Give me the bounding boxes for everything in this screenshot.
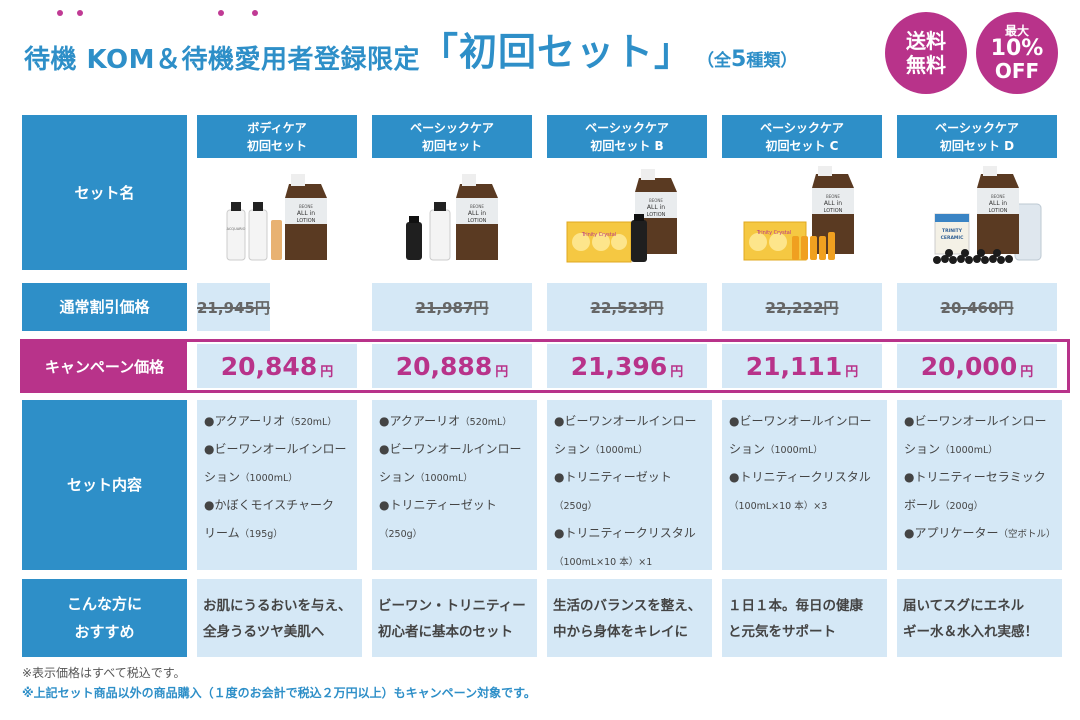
emphasis-dot bbox=[218, 10, 224, 16]
product-photo: BEONE ALL in LOTION Trinity Crystal bbox=[722, 164, 882, 270]
product-photo: BEONE ALL in LOTION ACQUARIO bbox=[197, 164, 357, 270]
emphasis-dot bbox=[77, 10, 83, 16]
product-label: ALL in bbox=[824, 200, 842, 207]
regular-price-cell: 21,987円 bbox=[372, 283, 532, 331]
regular-price-cell: 20,460円 bbox=[897, 283, 1057, 331]
recommend-cell: ビーワン・トリニティー 初心者に基本のセット bbox=[372, 579, 537, 657]
title-lead: 待機 KOM＆待機愛用者登録限定 bbox=[24, 45, 421, 75]
row-label-set-name: セット名 bbox=[22, 115, 187, 270]
product-label: BEONE bbox=[826, 194, 840, 199]
regular-price-cell: 21,945円 bbox=[197, 283, 270, 331]
tax-note: ※表示価格はすべて税込です。 bbox=[22, 666, 186, 680]
campaign-price-cell: 21,111 円 bbox=[722, 344, 882, 388]
product-label: ALL in bbox=[297, 210, 315, 217]
product-photo: BEONE ALL in LOTION Trinity Crystal bbox=[547, 164, 707, 270]
set-name-header: ベーシックケア 初回セット B bbox=[547, 115, 707, 158]
title-main: 「初回セット」 bbox=[420, 30, 694, 74]
set-name-header: ベーシックケア 初回セット D bbox=[897, 115, 1057, 158]
product-label: ALL in bbox=[647, 204, 665, 211]
row-label-recommend: こんな方に おすすめ bbox=[22, 579, 187, 657]
emphasis-dot bbox=[57, 10, 63, 16]
set-name-header: ベーシックケア 初回セット C bbox=[722, 115, 882, 158]
product-label: LOTION bbox=[824, 208, 843, 214]
product-label: LOTION bbox=[468, 218, 487, 224]
product-label: LOTION bbox=[297, 218, 316, 224]
set-contents-cell: ●ビーワンオールインロー ション（1000mL） ●トリニティーセラミック ボー… bbox=[897, 400, 1062, 570]
product-label: LOTION bbox=[989, 208, 1008, 214]
campaign-note: ※上記セット商品以外の商品購入（１度のお会計で税込２万円以上）もキャンペーン対象… bbox=[22, 686, 536, 700]
regular-price-cell: 22,523円 bbox=[547, 283, 707, 331]
title-sub: （全5種類） bbox=[697, 47, 798, 72]
product-label: Trinity Crystal bbox=[581, 232, 616, 238]
product-label: BEONE bbox=[299, 204, 313, 209]
regular-price-cell: 22,222円 bbox=[722, 283, 882, 331]
discount-badge: 最大 10% OFF bbox=[976, 12, 1058, 94]
set-contents-cell: ●アクアーリオ（520mL） ●ビーワンオールインロー ション（1000mL） … bbox=[372, 400, 537, 570]
recommend-cell: １日１本。毎日の健康 と元気をサポート bbox=[722, 579, 887, 657]
campaign-price-cell: 20,000 円 bbox=[897, 344, 1057, 388]
product-photo: BEONE ALL in LOTION bbox=[372, 164, 532, 270]
product-label: ALL in bbox=[468, 210, 486, 217]
free-shipping-badge: 送料 無料 bbox=[885, 12, 967, 94]
recommend-cell: 生活のバランスを整え、 中から身体をキレイに bbox=[547, 579, 712, 657]
emphasis-dot bbox=[252, 10, 258, 16]
product-label: ALL in bbox=[989, 200, 1007, 207]
row-label-regular-price: 通常割引価格 bbox=[22, 283, 187, 331]
set-contents-cell: ●ビーワンオールインロー ション（1000mL） ●トリニティークリスタル （1… bbox=[722, 400, 887, 570]
campaign-row-frame bbox=[20, 339, 1070, 393]
row-label-set-contents: セット内容 bbox=[22, 400, 187, 570]
row-label-campaign-price: キャンペーン価格 bbox=[22, 341, 187, 391]
recommend-cell: 届いてスグにエネル ギー水＆水入れ実感！ bbox=[897, 579, 1062, 657]
set-name-header: ベーシックケア 初回セット bbox=[372, 115, 532, 158]
product-label: TRINITY bbox=[942, 228, 963, 234]
page-title: 待機 KOM＆待機愛用者登録限定 「初回セット」 （全5種類） bbox=[24, 22, 797, 82]
product-label: CERAMIC bbox=[941, 235, 964, 241]
set-name-header: ボディケア 初回セット bbox=[197, 115, 357, 158]
product-label: LOTION bbox=[647, 212, 666, 218]
recommend-cell: お肌にうるおいを与え、 全身うるツヤ美肌へ bbox=[197, 579, 362, 657]
set-contents-cell: ●アクアーリオ（520mL） ●ビーワンオールインロー ション（1000mL） … bbox=[197, 400, 357, 570]
campaign-price-cell: 20,888 円 bbox=[372, 344, 532, 388]
product-label: BEONE bbox=[470, 204, 484, 209]
product-label: Trinity Crystal bbox=[756, 230, 791, 236]
product-label: BEONE bbox=[991, 194, 1005, 199]
product-photo: BEONE ALL in LOTION TRINITY CERAMIC bbox=[897, 164, 1057, 270]
campaign-price-cell: 21,396 円 bbox=[547, 344, 707, 388]
product-label: BEONE bbox=[649, 198, 663, 203]
product-label: ACQUARIO bbox=[227, 227, 246, 231]
set-contents-cell: ●ビーワンオールインロー ション（1000mL） ●トリニティーゼット （250… bbox=[547, 400, 712, 570]
campaign-price-cell: 20,848 円 bbox=[197, 344, 357, 388]
